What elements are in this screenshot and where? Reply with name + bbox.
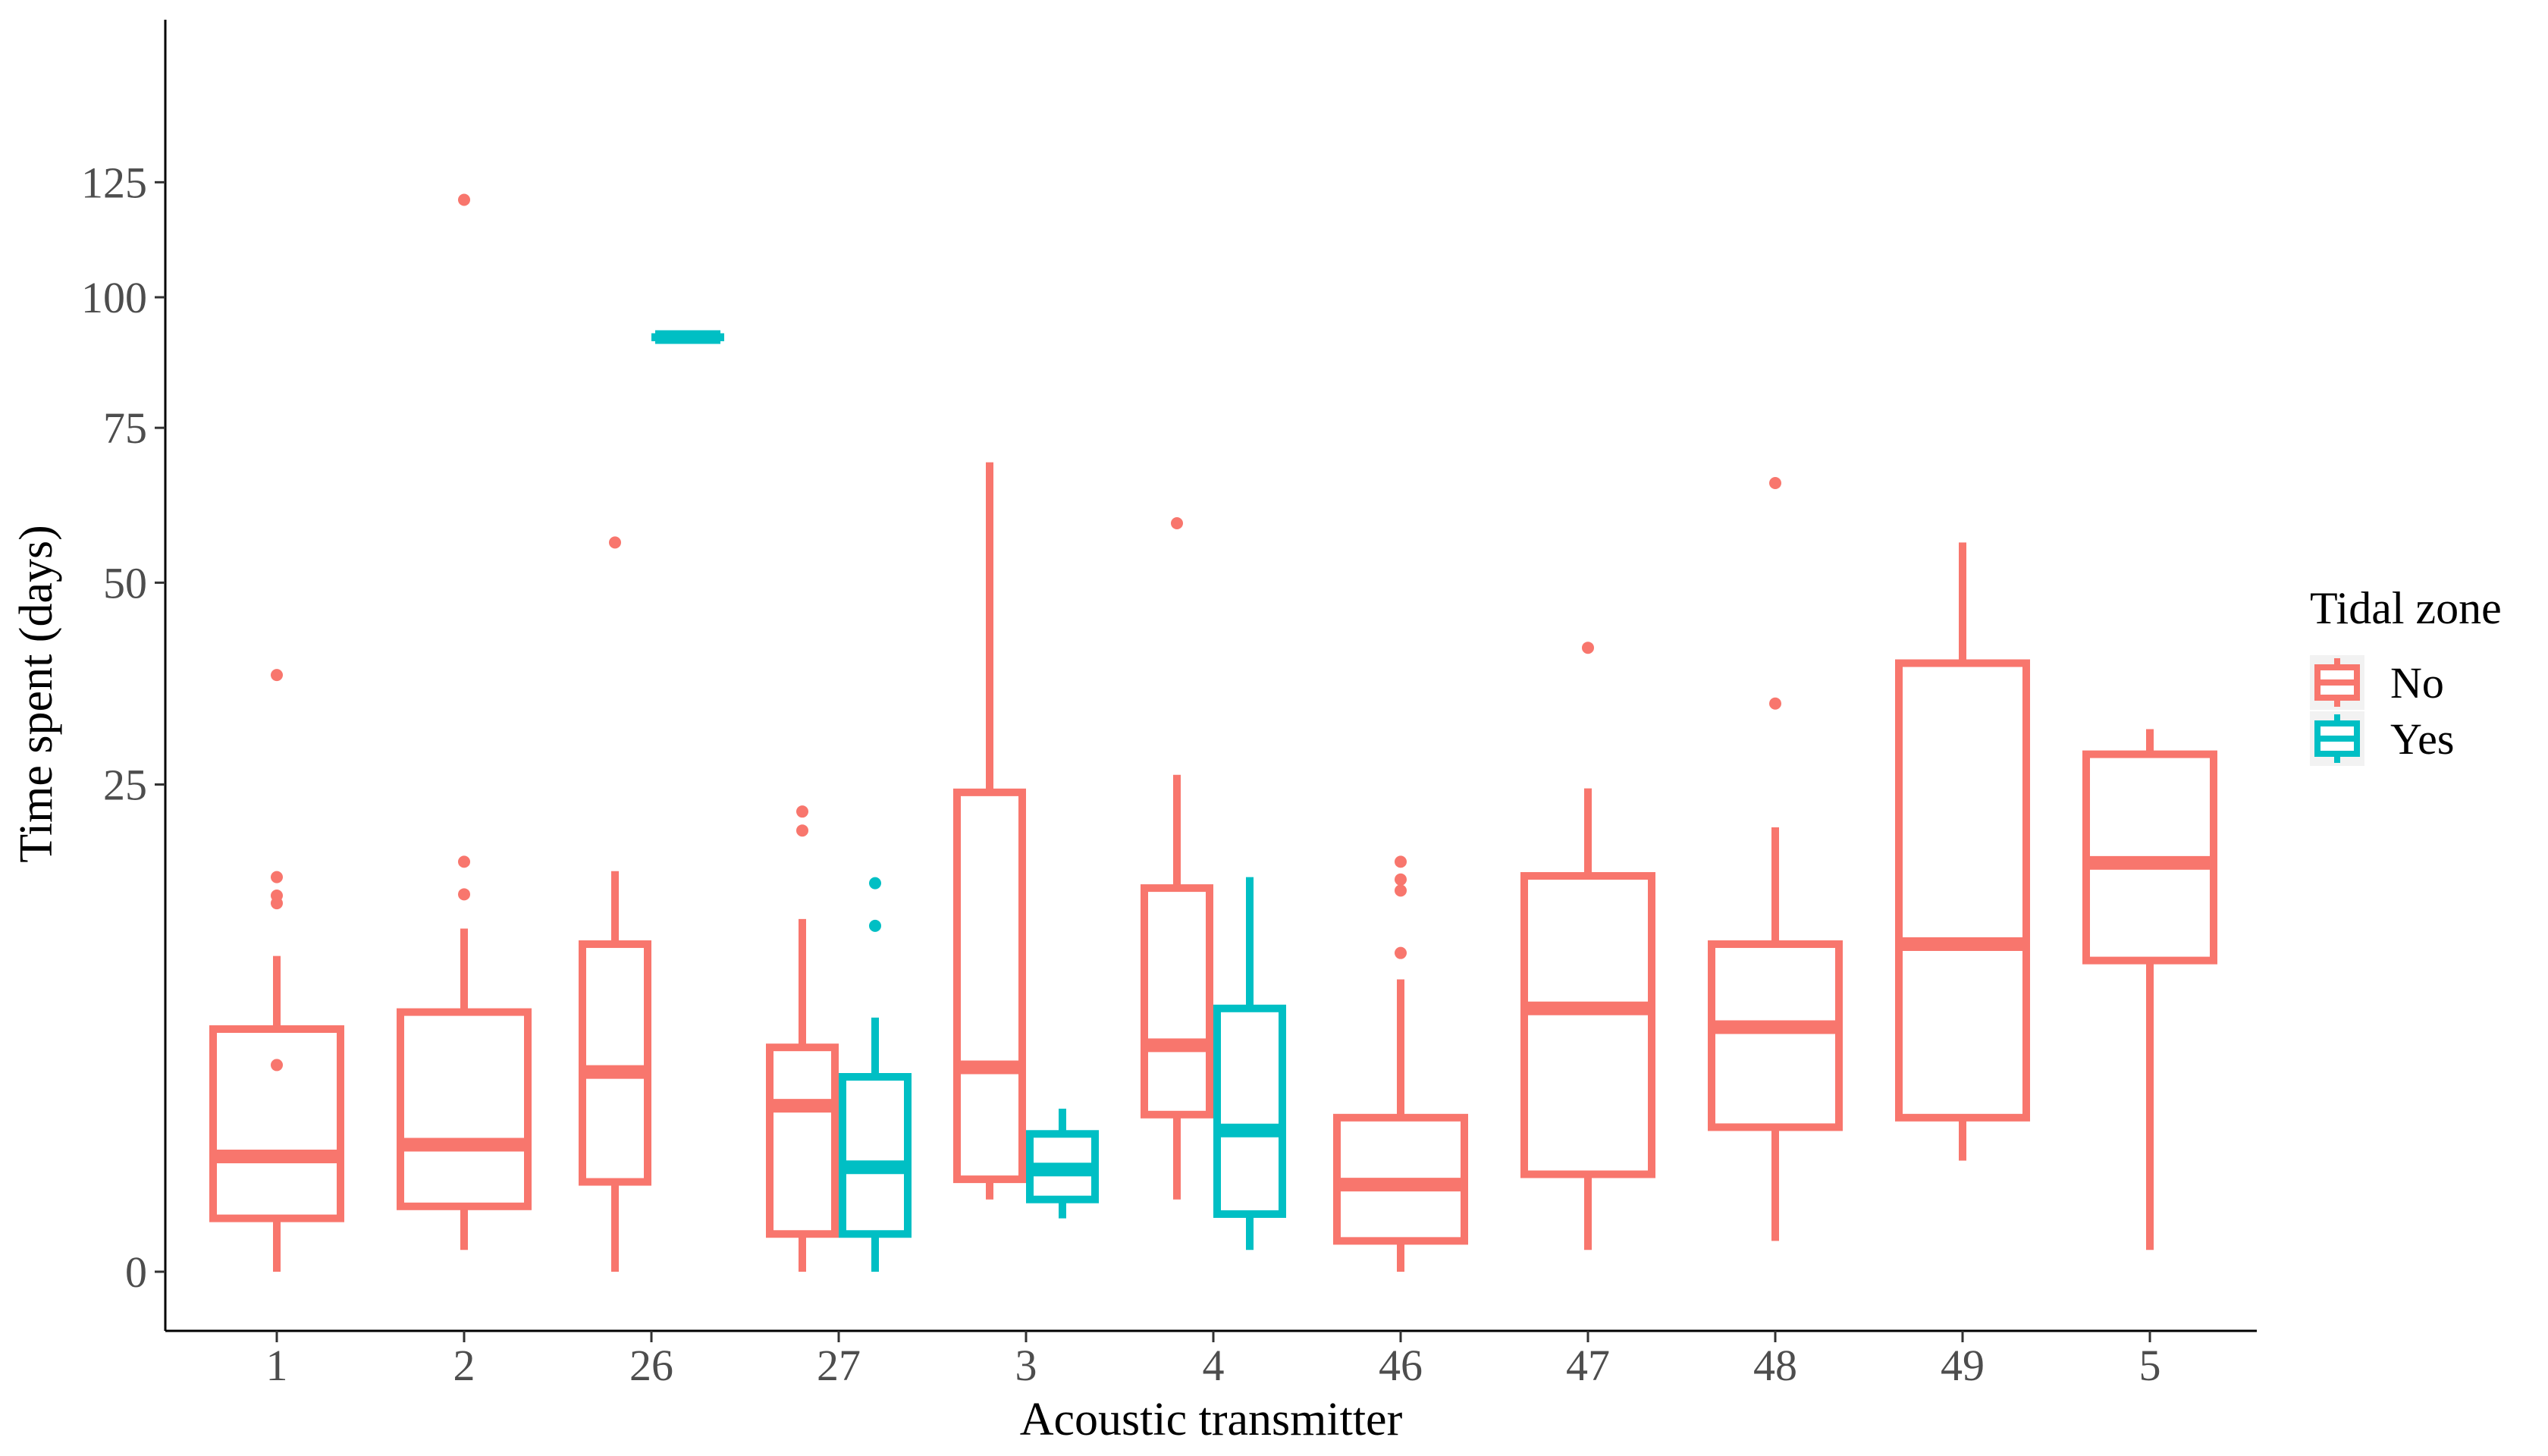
box-iqr [1520, 872, 1655, 1178]
box-5-no [2082, 729, 2217, 1250]
box-27-yes [839, 877, 912, 1272]
x-tick-label: 1 [266, 1341, 288, 1390]
box-4-yes [1213, 877, 1286, 1250]
series-no [209, 193, 2217, 1272]
x-tick-label: 49 [1941, 1341, 1985, 1390]
box-iqr [839, 1073, 912, 1238]
x-tick-label: 2 [453, 1341, 475, 1390]
y-tick-label: 0 [125, 1247, 147, 1297]
outlier-point [271, 1059, 283, 1072]
box-3-no [953, 462, 1026, 1200]
outlier-point [271, 871, 283, 883]
y-axis-label: Time spent (days) [11, 525, 62, 862]
outlier-point [1769, 477, 1781, 490]
y-ticks: 0 25 50 75 100 125 [81, 158, 165, 1297]
box-iqr [766, 1043, 839, 1238]
outlier-point [458, 193, 470, 206]
y-tick-label: 75 [103, 403, 147, 453]
box-48-no [1708, 477, 1843, 1241]
x-tick-label: 4 [1203, 1341, 1225, 1390]
y-tick-label: 125 [81, 158, 147, 207]
box-iqr [1213, 1004, 1286, 1218]
legend-key-no: No [2310, 655, 2444, 710]
outlier-point [1395, 884, 1407, 897]
legend-label: No [2390, 658, 2444, 708]
box-iqr [579, 940, 651, 1186]
box-47-no [1520, 642, 1655, 1250]
box-4-no [1141, 516, 1213, 1200]
legend-entries: No Yes [2310, 655, 2454, 766]
x-tick-label: 46 [1379, 1341, 1423, 1390]
outlier-point [1171, 516, 1183, 529]
y-tick-label: 100 [81, 273, 147, 322]
box-3-yes [1026, 1108, 1099, 1219]
box-iqr [953, 788, 1026, 1184]
x-tick-label: 48 [1753, 1341, 1797, 1390]
box-iqr [1895, 659, 2030, 1122]
outlier-point [1395, 873, 1407, 886]
outlier-point [609, 536, 621, 549]
box-1-no [209, 669, 344, 1272]
axes [164, 20, 2257, 1332]
outlier-point [458, 855, 470, 868]
box-iqr [1141, 884, 1213, 1119]
x-tick-label: 26 [629, 1341, 673, 1390]
box-iqr [397, 1008, 532, 1210]
legend-key-yes: Yes [2310, 711, 2454, 766]
outlier-point [458, 888, 470, 901]
outlier-point [796, 805, 808, 818]
outlier-point [1395, 946, 1407, 959]
box-49-no [1895, 542, 2030, 1161]
box-27-no [766, 805, 839, 1272]
legend: Tidal zone No Yes [2310, 583, 2502, 766]
series-yes [651, 330, 1286, 1272]
box-iqr [1708, 940, 1843, 1131]
box-26-no [579, 536, 651, 1272]
legend-label: Yes [2390, 714, 2454, 764]
box-iqr [209, 1025, 344, 1222]
outlier-point [796, 824, 808, 837]
outlier-point [1395, 855, 1407, 868]
legend-title: Tidal zone [2310, 583, 2502, 633]
box-2-no [397, 193, 532, 1250]
outlier-point [271, 889, 283, 902]
y-tick-label: 50 [103, 558, 147, 607]
y-tick-label: 25 [103, 761, 147, 810]
box-46-no [1333, 855, 1468, 1272]
x-tick-label: 47 [1566, 1341, 1610, 1390]
plot-area [209, 193, 2217, 1272]
outlier-point [869, 877, 881, 890]
x-axis-label: Acoustic transmitter [1020, 1394, 1403, 1445]
x-tick-label: 27 [817, 1341, 861, 1390]
x-tick-label: 5 [2139, 1341, 2161, 1390]
x-tick-label: 3 [1015, 1341, 1037, 1390]
x-ticks: 1 2 26 27 3 4 46 47 48 49 5 [266, 1331, 2161, 1390]
outlier-point [1582, 642, 1594, 654]
outlier-point [869, 919, 881, 932]
outlier-point [1769, 697, 1781, 710]
outlier-point [271, 669, 283, 682]
